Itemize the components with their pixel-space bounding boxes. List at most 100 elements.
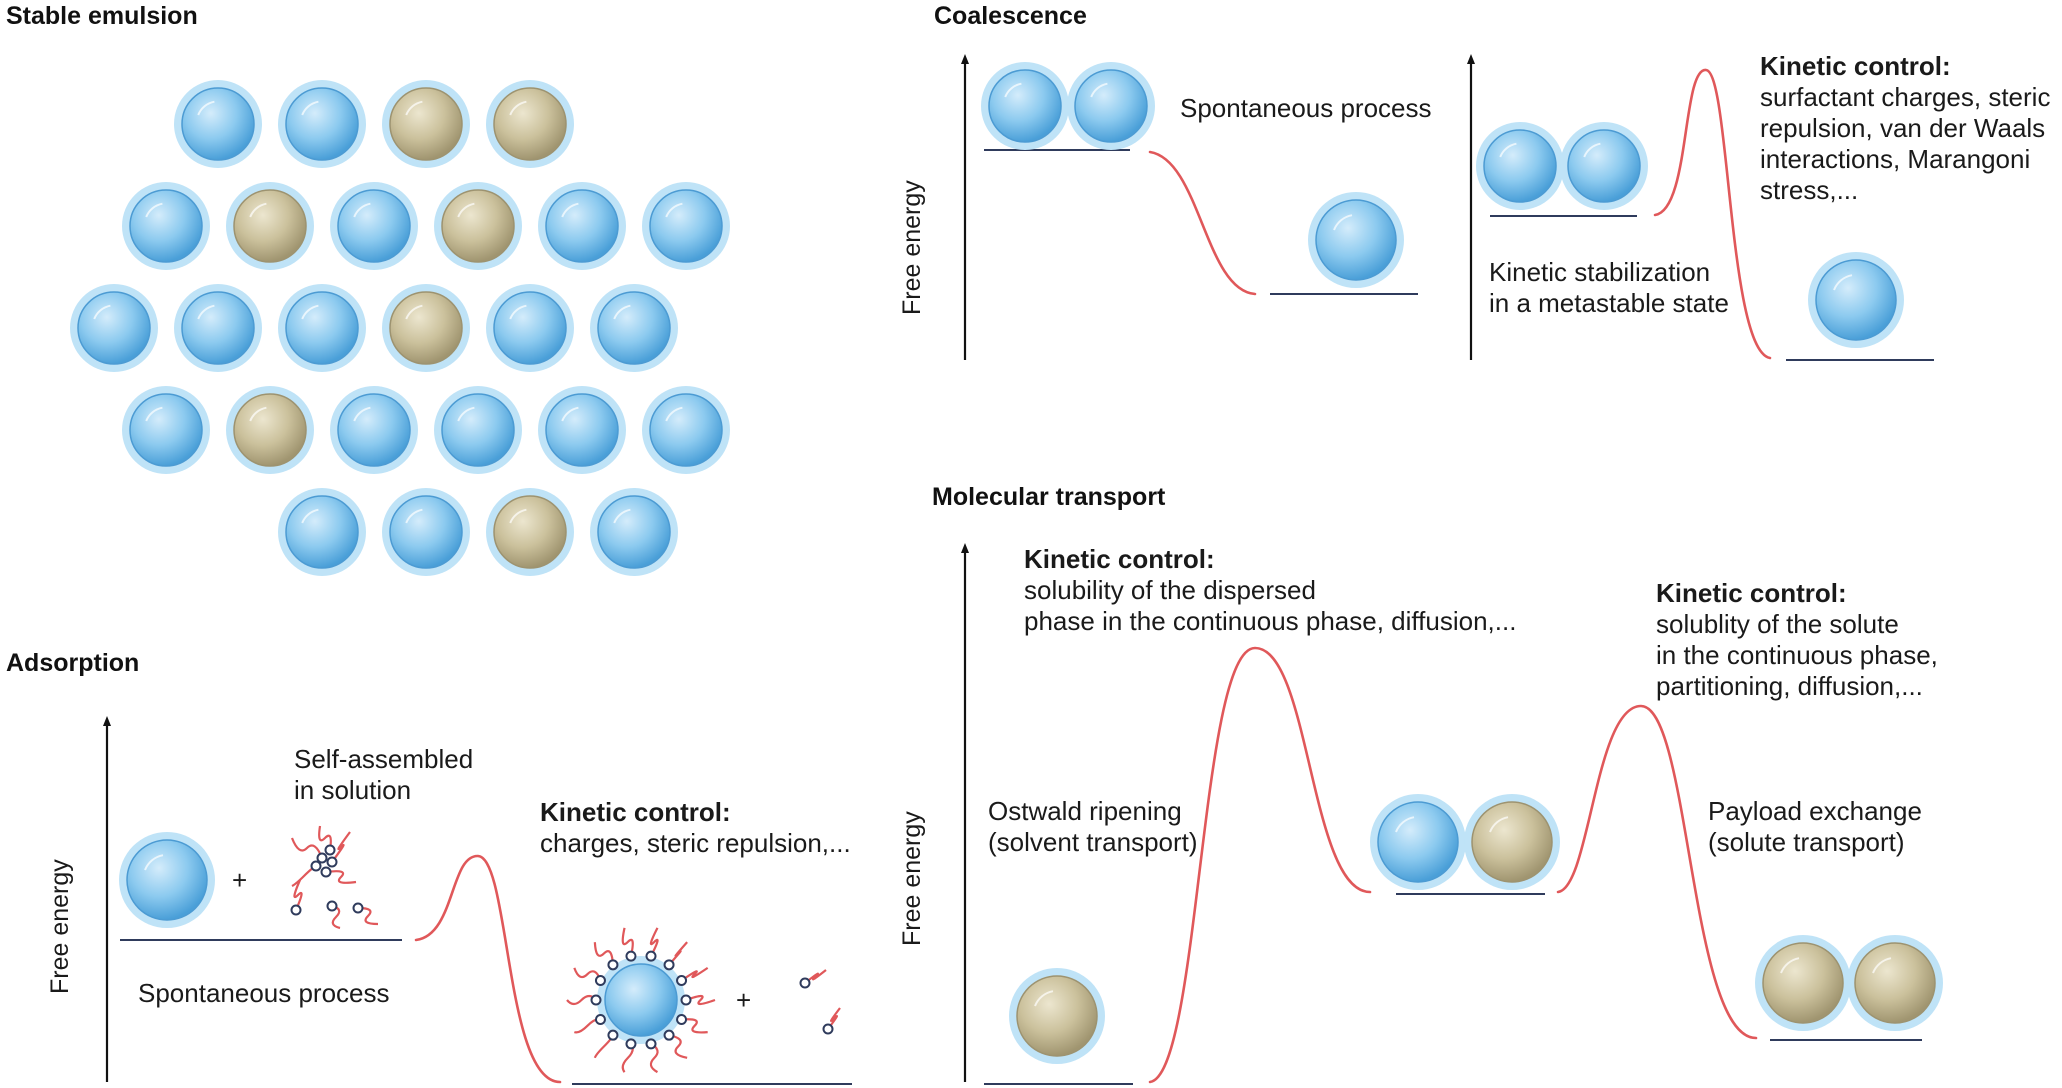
surfactant-head — [645, 950, 657, 962]
surfactant-molecule — [573, 967, 606, 986]
droplet-core — [77, 291, 151, 365]
transport-kinetic1-line: solubility of the dispersed — [1024, 575, 1316, 605]
surfactant-tail — [318, 825, 332, 851]
droplet-core — [181, 291, 255, 365]
tan-droplet — [1009, 968, 1105, 1064]
droplet-highlight — [613, 304, 631, 320]
tan-droplet — [1464, 794, 1560, 890]
surfactant-head — [594, 1014, 606, 1026]
surfactant-tail — [681, 1018, 708, 1034]
coalescence-kinetic-control: Kinetic control: surfactant charges, ste… — [1760, 51, 2050, 206]
blue-droplet — [434, 386, 522, 474]
surfactant-head — [310, 860, 322, 872]
droplet-core — [597, 495, 671, 569]
coalescence-kinetic-line: stress,... — [1760, 175, 1859, 205]
title-adsorption: Adsorption — [6, 649, 140, 677]
droplet-highlight — [1833, 274, 1853, 291]
tan-droplet — [1755, 935, 1851, 1031]
surfactant-molecule — [573, 1014, 606, 1034]
surfactant-tail — [668, 1034, 688, 1059]
blue-droplet — [278, 284, 366, 372]
droplet-core — [493, 87, 567, 161]
blue-droplet — [330, 386, 418, 474]
surfactant-head — [590, 994, 602, 1006]
adsorption-barrier-curve — [414, 854, 562, 1084]
surfactant-molecule — [566, 994, 602, 1006]
surfactant-molecule — [318, 825, 336, 856]
droplet-core — [1854, 942, 1936, 1024]
droplet-highlight — [613, 508, 631, 524]
title-stable-emulsion: Stable emulsion — [6, 2, 198, 30]
blue-droplet — [382, 488, 470, 576]
coalescence-y-axis-label: Free energy — [898, 180, 926, 315]
blue-droplet — [981, 62, 1069, 150]
surfactant-head — [316, 852, 328, 864]
coalescence-barrier-curve — [1653, 68, 1772, 360]
blue-droplet — [174, 80, 262, 168]
transport-kinetic1-title: Kinetic control: — [1024, 544, 1215, 574]
surfactant-molecule — [326, 900, 341, 930]
blue-droplet — [122, 182, 210, 270]
transport-y-axis-label: Free energy — [898, 811, 926, 946]
blue-droplet — [278, 488, 366, 576]
blue-droplet — [174, 284, 262, 372]
coalescence-descending-curve — [1148, 150, 1257, 296]
adsorption-y-axis-label: Free energy — [46, 859, 74, 994]
coalescence-kinetic-title: Kinetic control: — [1760, 51, 1951, 81]
coalescence-kinetic-line: surfactant charges, steric — [1760, 82, 2051, 112]
droplet-highlight — [1004, 82, 1022, 98]
surfactant-molecule — [352, 902, 379, 926]
adsorption-kinetic-title: Kinetic control: — [540, 797, 731, 827]
surfactant-head — [676, 974, 688, 986]
blue-droplet — [1560, 122, 1648, 210]
droplet-core — [1074, 69, 1148, 143]
self-assembled-line: in solution — [294, 775, 412, 805]
droplet-highlight — [1872, 957, 1892, 974]
transport-ostwald-curve — [1148, 646, 1372, 1084]
droplet-core — [1483, 129, 1557, 203]
blue-droplet — [590, 488, 678, 576]
tan-droplet — [382, 80, 470, 168]
title-molecular-transport: Molecular transport — [932, 483, 1166, 511]
blue-droplet — [590, 284, 678, 372]
droplet-core — [285, 495, 359, 569]
surfactant-head — [645, 1038, 657, 1050]
tan-droplet — [486, 80, 574, 168]
surfactant-head — [663, 959, 675, 971]
blue-droplet — [538, 386, 626, 474]
surfactant-head — [607, 1029, 619, 1041]
surfactant-molecule — [645, 1038, 659, 1074]
tan-droplet — [226, 182, 314, 270]
adsorption-spontaneous-label: Spontaneous process — [138, 978, 390, 1008]
droplet-highlight — [249, 406, 267, 422]
droplet-highlight — [301, 304, 319, 320]
tan-droplet — [486, 488, 574, 576]
adsorption-plus-sign: + — [232, 865, 248, 895]
droplet-highlight — [249, 202, 267, 218]
droplet-core — [389, 87, 463, 161]
metastable-line: in a metastable state — [1489, 288, 1729, 318]
surfactant-tail — [573, 967, 602, 981]
tan-droplet — [1847, 935, 1943, 1031]
droplet-core — [1567, 129, 1641, 203]
surfactant-molecule — [822, 1007, 841, 1035]
surfactant-molecule — [680, 994, 716, 1006]
surfactant-head — [594, 974, 606, 986]
droplet-highlight — [353, 202, 371, 218]
axis-arrowhead — [103, 716, 111, 726]
surfactant-head — [625, 950, 637, 962]
blue-droplet — [1308, 192, 1404, 288]
droplet-highlight — [1395, 816, 1415, 833]
droplet-highlight — [665, 202, 683, 218]
tan-droplet — [382, 284, 470, 372]
droplet-core — [129, 393, 203, 467]
title-coalescence: Coalescence — [934, 2, 1087, 30]
droplet-core — [389, 291, 463, 365]
droplet-core — [233, 393, 307, 467]
surfactant-molecule — [291, 860, 322, 887]
surfactant-head — [324, 844, 336, 856]
droplet-core — [441, 189, 515, 263]
droplet-core — [126, 839, 208, 921]
surfactant-tail — [685, 994, 716, 1006]
droplet-core — [988, 69, 1062, 143]
